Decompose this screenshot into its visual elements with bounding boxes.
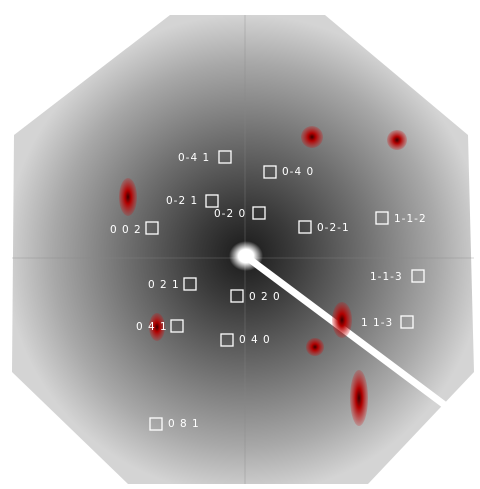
spot [350, 370, 368, 426]
reflection-label: 0 4 0 [239, 334, 271, 346]
reflection-label: 0 2 0 [249, 291, 281, 303]
reflection-label: 1 1-3 [361, 317, 393, 329]
reflection-label: 0-2-1 [317, 222, 350, 234]
reflection-label: 0-4 0 [282, 166, 314, 178]
reflection-label: 1-1-2 [394, 213, 427, 225]
reflection-label: 1-1-3 [370, 271, 403, 283]
spot [332, 302, 352, 338]
spot [301, 126, 323, 148]
diffraction-image: 0-4 1 0-4 0 0-2 1 0-2 0 0-2-1 1-1-2 0 0 … [0, 0, 480, 489]
spot [119, 178, 137, 216]
reflection-label: 0 2 1 [148, 279, 180, 291]
reflection-label: 0-2 1 [166, 195, 198, 207]
reflection-label: 0 0 2 [110, 224, 142, 236]
reflection-label: 0-4 1 [178, 152, 210, 164]
spot [306, 338, 324, 356]
page: {"reflections": [ {"label": "0-4 1"}, {"… [0, 0, 480, 489]
direct-beam [229, 241, 263, 271]
reflection-label: 0-2 0 [214, 208, 246, 220]
reflection-label: 0 8 1 [168, 418, 200, 430]
reflection-label: 0 4 1 [136, 321, 168, 333]
spot [387, 130, 407, 150]
